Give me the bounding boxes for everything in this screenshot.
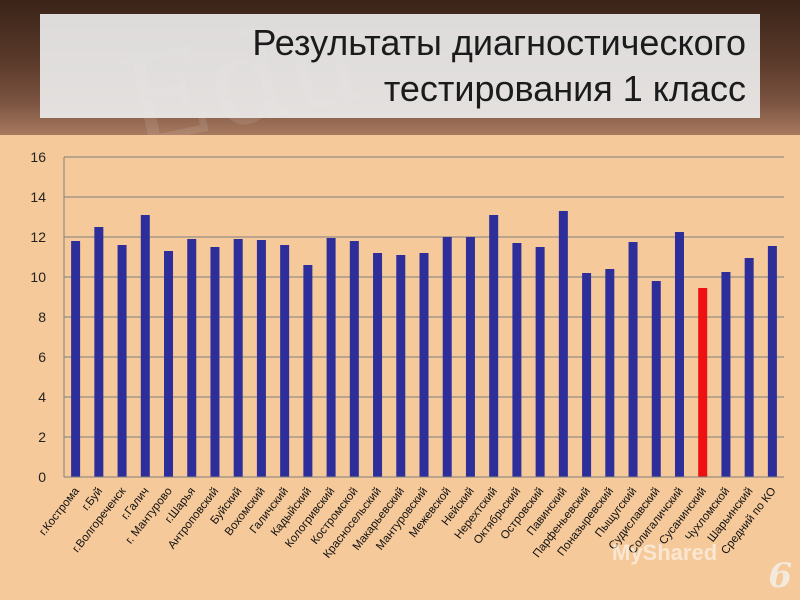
bar [396, 255, 406, 477]
bar [326, 238, 336, 477]
bar [605, 269, 615, 477]
title-line-2: тестирования 1 класс [383, 68, 746, 109]
y-tick-label: 0 [38, 469, 46, 485]
bar [210, 247, 220, 477]
bar [303, 265, 313, 477]
title-line-1: Результаты диагностического [252, 22, 746, 63]
bar [71, 241, 81, 477]
y-tick-label: 6 [38, 349, 46, 365]
bar [349, 241, 359, 477]
bar [651, 281, 661, 477]
bar [373, 253, 383, 477]
x-tick-label: г.Кострома [37, 485, 82, 538]
bar [164, 251, 174, 477]
bar [256, 240, 266, 477]
y-tick-label: 4 [38, 389, 46, 405]
bar [187, 239, 197, 477]
bar [280, 245, 290, 477]
bars [71, 211, 777, 477]
bar [674, 232, 684, 477]
bar [233, 239, 243, 477]
bar [744, 258, 754, 477]
bar [698, 288, 708, 477]
y-tick-label: 14 [30, 189, 46, 205]
y-axis-ticks: 0 2 4 6 8 10 12 14 16 [30, 149, 46, 485]
bar [419, 253, 429, 477]
y-tick-label: 10 [30, 269, 46, 285]
bar [94, 227, 104, 477]
title-box: Результаты диагностического тестирования… [40, 14, 760, 118]
bar [489, 215, 499, 477]
watermark-logo: MyShared [612, 540, 718, 565]
bar [117, 245, 127, 477]
bar [767, 246, 777, 477]
bar [465, 237, 475, 477]
bar [140, 215, 150, 477]
bar [628, 242, 638, 477]
bar [582, 273, 592, 477]
bar [535, 247, 545, 477]
y-tick-label: 16 [30, 149, 46, 165]
y-tick-label: 12 [30, 229, 46, 245]
page-number: 6 [768, 556, 792, 596]
y-tick-label: 2 [38, 429, 46, 445]
bar [558, 211, 568, 477]
bar [442, 237, 452, 477]
bar [721, 272, 731, 477]
bar [512, 243, 522, 477]
y-tick-label: 8 [38, 309, 46, 325]
